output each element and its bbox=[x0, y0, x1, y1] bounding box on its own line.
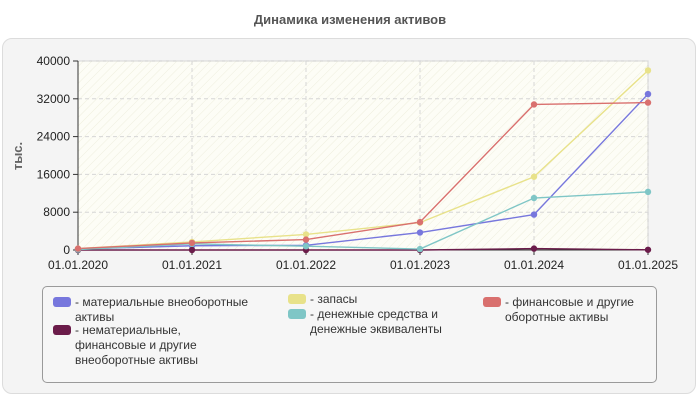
y-axis-label: тыс. bbox=[10, 142, 25, 170]
legend-label: - нематериальные, финансовые и другие вн… bbox=[75, 323, 198, 367]
legend-swatch bbox=[288, 309, 306, 319]
data-point-3-4 bbox=[530, 194, 538, 202]
series-points bbox=[74, 67, 652, 254]
data-point-0-3 bbox=[416, 229, 424, 236]
series-line-4 bbox=[77, 101, 649, 250]
data-point-2-5 bbox=[644, 67, 652, 74]
series-lines bbox=[77, 69, 649, 251]
x-tick-label: 01.01.2022 bbox=[276, 258, 336, 272]
legend-label: - материальные внеоборотные активы bbox=[75, 295, 248, 324]
x-tick-label: 01.01.2023 bbox=[390, 258, 450, 272]
data-point-0-4 bbox=[530, 211, 538, 218]
y-tick-label: 24000 bbox=[37, 130, 71, 144]
grid-lines bbox=[78, 60, 649, 250]
data-point-4-4 bbox=[530, 101, 538, 108]
y-tick-label: 16000 bbox=[37, 167, 71, 181]
y-tick-label: 0 bbox=[63, 243, 70, 257]
data-point-2-2 bbox=[302, 231, 310, 238]
x-tick-label: 01.01.2021 bbox=[162, 258, 222, 272]
legend-swatch bbox=[53, 297, 71, 307]
data-point-4-1 bbox=[188, 239, 196, 247]
data-point-1-4 bbox=[530, 245, 538, 252]
chart-legend: - материальные внеоборотные активы - нем… bbox=[42, 286, 657, 383]
data-point-4-0 bbox=[74, 245, 82, 252]
legend-label: - запасы bbox=[310, 292, 358, 306]
series-line-3 bbox=[77, 191, 649, 251]
data-point-3-3 bbox=[416, 245, 424, 253]
legend-label: - финансовые и другие оборотные активы bbox=[505, 295, 634, 324]
chart-title: Динамика изменения активов bbox=[253, 12, 447, 27]
legend-swatch bbox=[53, 325, 71, 335]
series-line-0 bbox=[77, 93, 649, 250]
y-tick-label: 8000 bbox=[43, 205, 70, 219]
series-line-2 bbox=[77, 69, 649, 250]
plot-area bbox=[77, 60, 649, 251]
data-point-4-5 bbox=[644, 99, 652, 106]
data-point-4-3 bbox=[416, 218, 424, 226]
chart-plot: 0 8000 16000 24000 32000 40000 01.01.2020 01.01… bbox=[10, 54, 679, 272]
tick-labels: 0 8000 16000 24000 32000 40000 01.01.2020 01.01… bbox=[37, 54, 679, 272]
x-tick-label: 01.01.2020 bbox=[48, 258, 108, 272]
y-tick-label: 40000 bbox=[37, 54, 71, 68]
data-point-0-5 bbox=[644, 90, 652, 98]
data-point-3-5 bbox=[644, 188, 652, 196]
x-tick-label: 01.01.2024 bbox=[504, 258, 564, 272]
x-tick-label: 01.01.2025 bbox=[618, 258, 678, 272]
series-line-1 bbox=[78, 247, 649, 251]
data-point-4-2 bbox=[302, 236, 310, 243]
data-point-3-2 bbox=[302, 243, 310, 250]
legend-label: - денежные средства и денежные эквивален… bbox=[310, 307, 442, 336]
data-point-1-1 bbox=[188, 246, 196, 254]
legend-swatch bbox=[288, 294, 306, 304]
legend-swatch bbox=[483, 297, 501, 307]
data-point-2-4 bbox=[530, 173, 538, 180]
data-point-1-5 bbox=[644, 246, 652, 253]
y-tick-label: 32000 bbox=[37, 92, 71, 106]
